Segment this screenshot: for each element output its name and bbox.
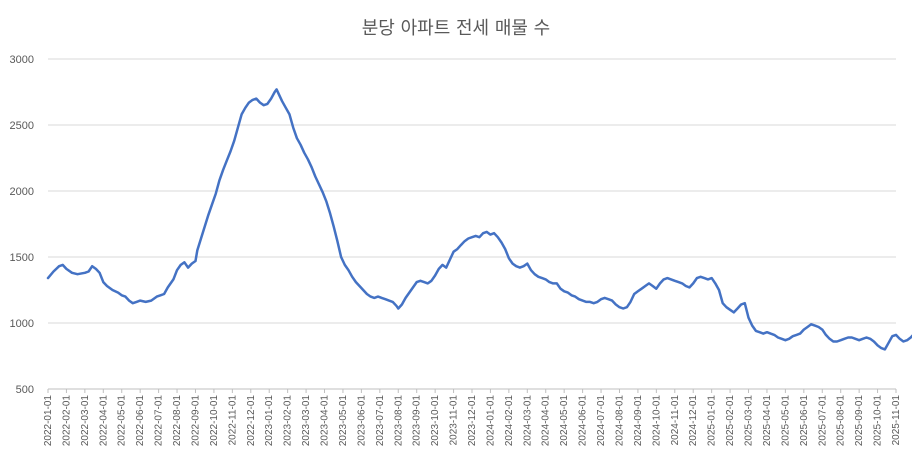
x-tick-label: 2023-07-01 bbox=[375, 395, 386, 447]
x-tick-label: 2022-11-01 bbox=[227, 395, 238, 446]
x-tick-label: 2022-01-01 bbox=[43, 395, 54, 447]
x-tick-label: 2022-12-01 bbox=[246, 395, 257, 447]
x-tick-label: 2023-06-01 bbox=[356, 395, 367, 447]
x-tick-label: 2023-09-01 bbox=[412, 395, 423, 447]
x-tick-label: 2025-01-01 bbox=[707, 395, 718, 447]
x-tick-label: 2025-10-01 bbox=[873, 395, 884, 447]
chart-title: 분당 아파트 전세 매물 수 bbox=[361, 18, 551, 39]
y-tick-label: 2500 bbox=[10, 120, 34, 132]
x-tick-label: 2022-03-01 bbox=[80, 395, 91, 447]
x-tick-label: 2025-11-01 bbox=[891, 395, 902, 446]
x-tick-label: 2022-07-01 bbox=[154, 395, 165, 447]
series-line bbox=[46, 88, 912, 351]
x-tick-label: 2024-01-01 bbox=[485, 395, 496, 447]
x-tick-label: 2023-02-01 bbox=[283, 395, 294, 447]
x-tick-label: 2022-10-01 bbox=[209, 395, 220, 447]
x-tick-label: 2024-11-01 bbox=[670, 395, 681, 446]
x-tick-label: 2025-05-01 bbox=[780, 395, 791, 447]
x-tick-label: 2025-09-01 bbox=[854, 395, 865, 447]
y-tick-label: 2000 bbox=[10, 186, 34, 198]
x-tick-label: 2024-10-01 bbox=[651, 395, 662, 447]
x-tick-label: 2022-06-01 bbox=[135, 395, 146, 447]
x-tick-label: 2023-03-01 bbox=[301, 395, 312, 447]
x-tick-label: 2022-02-01 bbox=[61, 395, 72, 447]
x-tick-label: 2023-08-01 bbox=[393, 395, 404, 447]
x-tick-label: 2024-05-01 bbox=[559, 395, 570, 447]
x-tick-label: 2024-09-01 bbox=[633, 395, 644, 447]
x-tick-label: 2025-08-01 bbox=[836, 395, 847, 447]
x-tick-label: 2024-12-01 bbox=[688, 395, 699, 447]
x-tick-label: 2025-02-01 bbox=[725, 395, 736, 447]
y-tick-label: 1500 bbox=[10, 252, 34, 264]
x-tick-label: 2025-07-01 bbox=[817, 395, 828, 447]
x-tick-label: 2024-08-01 bbox=[614, 395, 625, 447]
x-tick-label: 2022-05-01 bbox=[117, 395, 128, 447]
x-tick-label: 2024-04-01 bbox=[541, 395, 552, 447]
y-tick-label: 3000 bbox=[10, 54, 34, 66]
x-tick-label: 2024-03-01 bbox=[522, 395, 533, 447]
x-tick-label: 2024-06-01 bbox=[578, 395, 589, 447]
x-tick-label: 2024-02-01 bbox=[504, 395, 515, 447]
y-tick-label: 1000 bbox=[10, 318, 34, 330]
x-tick-label: 2025-03-01 bbox=[744, 395, 755, 447]
x-tick-label: 2022-08-01 bbox=[172, 395, 183, 447]
x-tick-label: 2022-09-01 bbox=[190, 395, 201, 447]
y-tick-label: 500 bbox=[16, 384, 34, 396]
x-tick-label: 2023-12-01 bbox=[467, 395, 478, 447]
x-tick-label: 2024-07-01 bbox=[596, 395, 607, 447]
x-tick-label: 2025-04-01 bbox=[762, 395, 773, 447]
x-tick-label: 2025-06-01 bbox=[799, 395, 810, 447]
x-tick-label: 2022-04-01 bbox=[98, 395, 109, 447]
x-tick-label: 2023-11-01 bbox=[449, 395, 460, 446]
x-tick-label: 2023-05-01 bbox=[338, 395, 349, 447]
x-tick-label: 2023-10-01 bbox=[430, 395, 441, 447]
x-tick-label: 2023-04-01 bbox=[320, 395, 331, 447]
x-tick-label: 2023-01-01 bbox=[264, 395, 275, 447]
